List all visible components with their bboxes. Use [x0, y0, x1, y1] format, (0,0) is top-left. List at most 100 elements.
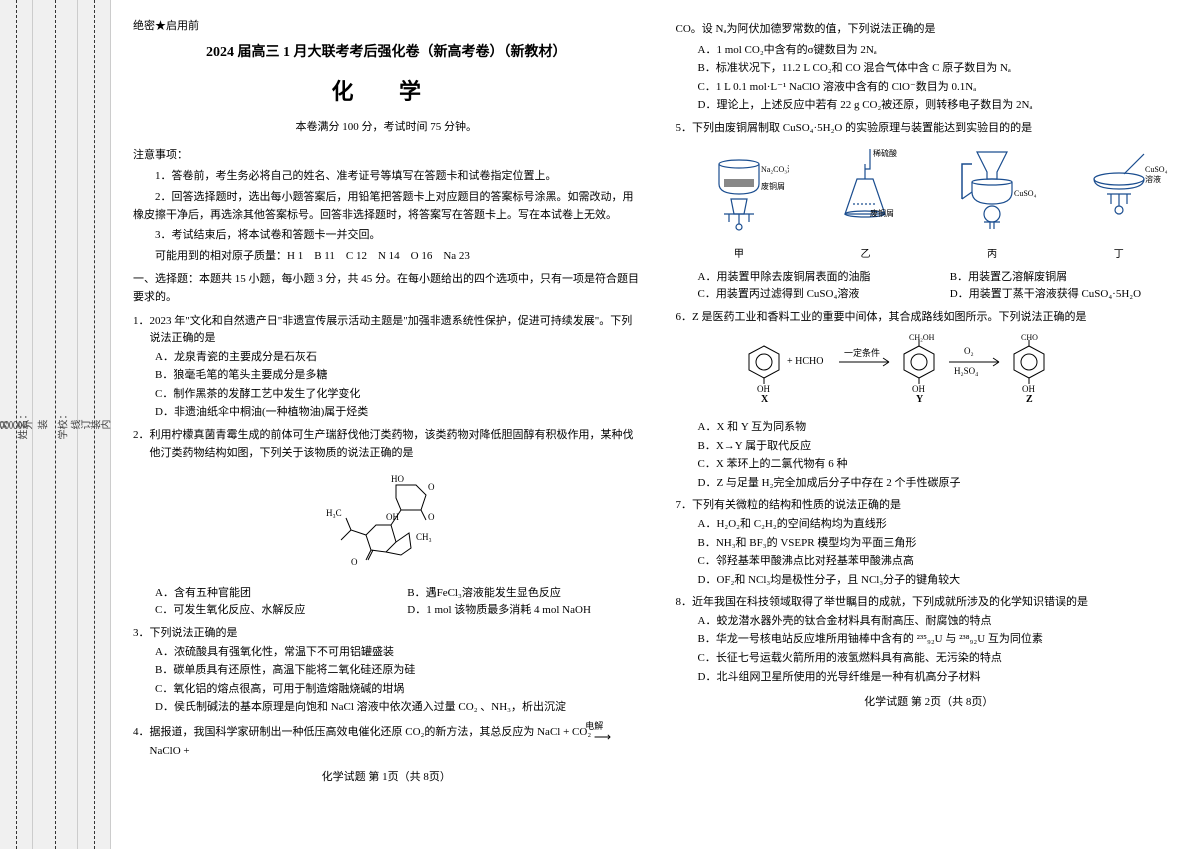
- q2-opt-a: A．含有五种官能团: [155, 585, 387, 603]
- question-6: 6．Z 是医药工业和香料工业的重要中间体，其合成路线如图所示。下列说法正确的是 …: [676, 309, 1183, 493]
- svg-text:+ HCHO: + HCHO: [787, 356, 823, 367]
- question-3: 3．下列说法正确的是 A．浓硫酸具有强氧化性，常温下不可用铝罐盛装 B．碳单质具…: [133, 625, 640, 717]
- question-4-part: 4．据报道，我国科学家研制出一种低压高效电催化还原 CO₂的新方法，其总反应为 …: [133, 722, 640, 761]
- q5-apparatus-row: Na₂CO₃溶液 废铜屑 甲 稀硫酸: [676, 144, 1183, 263]
- svg-text:OH: OH: [757, 384, 770, 394]
- q7-opt-c: C．邻羟基苯甲酸沸点比对羟基苯甲酸沸点高: [676, 553, 1183, 571]
- q4-opt-d: D．理论上，上述反应中若有 22 g CO₂被还原，则转移电子数目为 2Nₐ: [676, 97, 1183, 115]
- q2-opt-c: C．可发生氧化反应、水解反应: [155, 602, 387, 620]
- q6-opt-c: C．X 苯环上的二氯代物有 6 种: [676, 456, 1183, 474]
- svg-text:H₂SO₄: H₂SO₄: [954, 366, 978, 376]
- secret-label: 绝密★启用前: [133, 18, 640, 36]
- apparatus-yi: 稀硫酸 废铜屑 乙: [802, 144, 929, 263]
- q3-opt-a: A．浓硫酸具有强氧化性，常温下不可用铝罐盛装: [133, 644, 640, 662]
- q6-opt-a: A．X 和 Y 互为同系物: [676, 419, 1183, 437]
- q2-structure-diagram: HO O O H₃C O CH₃ OH: [133, 470, 640, 577]
- binding-col-inner: 内 装 订 线: [78, 0, 111, 849]
- q8-stem: 8．近年我国在科技领域取得了举世瞩目的成就，下列成就所涉及的化学知识错误的是: [676, 594, 1183, 612]
- svg-text:CuSO₄: CuSO₄: [1014, 189, 1037, 198]
- svg-text:HO: HO: [391, 474, 404, 484]
- atomic-mass: 可能用到的相对原子质量：H 1 B 11 C 12 N 14 O 16 Na 2…: [133, 248, 640, 266]
- q8-opt-d: D．北斗组网卫星所使用的光导纤维是一种有机高分子材料: [676, 669, 1183, 687]
- q6-opt-d: D．Z 与足量 H₂完全加成后分子中存在 2 个手性碳原子: [676, 475, 1183, 493]
- svg-text:OH: OH: [1022, 384, 1035, 394]
- question-1: 1．2023 年"文化和自然遗产日"非遗宣传展示活动主题是"加强非遗系统性保护，…: [133, 313, 640, 423]
- footer-right: 化学试题 第 2页（共 8页）: [676, 694, 1183, 712]
- svg-text:Z: Z: [1026, 394, 1033, 404]
- q3-opt-c: C．氧化铝的熔点很高，可用于制造熔融烧碱的坩埚: [133, 681, 640, 699]
- q7-stem: 7．下列有关微粒的结构和性质的说法正确的是: [676, 497, 1183, 515]
- question-5: 5．下列由废铜屑制取 CuSO₄·5H₂O 的实验原理与装置能达到实验目的的是 …: [676, 120, 1183, 304]
- svg-text:H₃C: H₃C: [326, 508, 342, 518]
- q2-opt-b: B．遇FeCl₃溶液能发生显色反应: [407, 585, 639, 603]
- q5-opt-a: A．用装置甲除去废铜屑表面的油脂: [698, 269, 930, 287]
- page-content: 绝密★启用前 2024 届高三 1 月大联考考后强化卷（新高考卷）（新教材） 化…: [125, 10, 1190, 839]
- q7-opt-b: B．NH₃和 BF₃的 VSEPR 模型均为平面三角形: [676, 535, 1183, 553]
- footer-left: 化学试题 第 1页（共 8页）: [133, 769, 640, 787]
- instruction-1: 1．答卷前，考生务必将自己的姓名、准考证号等填写在答题卡和试卷指定位置上。: [133, 168, 640, 186]
- section-1-title: 一、选择题：本题共 15 小题，每小题 3 分，共 45 分。在每小题给出的四个…: [133, 271, 640, 306]
- apparatus-bing: CuSO₄ 丙: [929, 144, 1056, 263]
- q1-opt-d: D．非遗油纸伞中桐油(一种植物油)属于烃类: [133, 404, 640, 422]
- binding-mark-zhuang: 装: [35, 420, 50, 430]
- svg-text:O₂: O₂: [964, 346, 974, 356]
- svg-text:Y: Y: [916, 394, 924, 404]
- q2-opt-d: D．1 mol 该物质最多消耗 4 mol NaOH: [407, 602, 639, 620]
- apparatus-ding: CuSO₄ 溶液 丁: [1055, 144, 1182, 263]
- q5-stem: 5．下列由废铜屑制取 CuSO₄·5H₂O 的实验原理与装置能达到实验目的的是: [676, 120, 1183, 138]
- svg-text:OH: OH: [386, 512, 399, 522]
- q5-opt-c: C．用装置丙过滤得到 CuSO₄溶液: [698, 286, 930, 304]
- q3-opt-b: B．碳单质具有还原性，高温下能将二氧化硅还原为硅: [133, 662, 640, 680]
- svg-text:X: X: [761, 394, 769, 404]
- exam-title: 2024 届高三 1 月大联考考后强化卷（新高考卷）（新教材）: [133, 42, 640, 64]
- apparatus-yi-label: 乙: [802, 247, 929, 263]
- svg-text:CuSO₄: CuSO₄: [1145, 165, 1168, 174]
- svg-text:Na₂CO₃溶液: Na₂CO₃溶液: [761, 164, 789, 174]
- q8-opt-a: A．蛟龙潜水器外壳的钛合金材料具有耐高压、耐腐蚀的特点: [676, 613, 1183, 631]
- q4-cont: CO。设 Nₐ为阿伏加德罗常数的值，下列说法正确的是: [676, 21, 1183, 39]
- q1-opt-c: C．制作黑茶的发酵工艺中发生了化学变化: [133, 386, 640, 404]
- q6-stem: 6．Z 是医药工业和香料工业的重要中间体，其合成路线如图所示。下列说法正确的是: [676, 309, 1183, 327]
- svg-text:废铜屑: 废铜屑: [870, 208, 894, 218]
- binding-mark-ding: 订: [0, 420, 10, 430]
- q1-stem: 1．2023 年"文化和自然遗产日"非遗宣传展示活动主题是"加强非遗系统性保护，…: [133, 313, 640, 348]
- q5-opt-d: D．用装置丁蒸干溶液获得 CuSO₄·5H₂O: [950, 286, 1182, 304]
- apparatus-jia-label: 甲: [676, 247, 803, 263]
- column-left: 绝密★启用前 2024 届高三 1 月大联考考后强化卷（新高考卷）（新教材） 化…: [125, 10, 648, 839]
- svg-text:O: O: [428, 512, 435, 522]
- q2-stem: 2．利用柠檬真菌青霉生成的前体可生产瑞舒伐他汀类药物，该类药物对降低胆固醇有积极…: [133, 427, 640, 462]
- svg-text:一定条件: 一定条件: [844, 347, 880, 358]
- question-8: 8．近年我国在科技领域取得了举世瞩目的成就，下列成就所涉及的化学知识错误的是 A…: [676, 594, 1183, 686]
- binding-field-name: 姓名：: [15, 410, 30, 440]
- instruction-3: 3．考试结束后，将本试卷和答题卡一并交回。: [133, 227, 640, 245]
- q5-opt-b: B．用装置乙溶解废铜屑: [950, 269, 1182, 287]
- svg-text:稀硫酸: 稀硫酸: [873, 148, 897, 158]
- instructions-heading: 注意事项：: [133, 147, 640, 165]
- q7-opt-a: A．H₂O₂和 C₂H₂的空间结构均为直线形: [676, 516, 1183, 534]
- subject-title: 化 学: [133, 74, 640, 109]
- q8-opt-b: B．华龙一号核电站反应堆所用铀棒中含有的 ²³⁵₉₂U 与 ²³⁸₉₂U 互为同…: [676, 631, 1183, 649]
- exam-info: 本卷满分 100 分，考试时间 75 分钟。: [133, 119, 640, 137]
- q4-opt-c: C．1 L 0.1 mol·L⁻¹ NaClO 溶液中含有的 ClO⁻数目为 0…: [676, 79, 1183, 97]
- q3-opt-d: D．侯氏制碱法的基本原理是向饱和 NaCl 溶液中依次通入过量 CO₂ 、NH₃…: [133, 699, 640, 717]
- apparatus-bing-label: 丙: [929, 247, 1056, 263]
- svg-text:O: O: [428, 482, 435, 492]
- q1-opt-a: A．龙泉青瓷的主要成分是石灰石: [133, 349, 640, 367]
- apparatus-jia: Na₂CO₃溶液 废铜屑 甲: [676, 144, 803, 263]
- q6-scheme-diagram: OH X + HCHO 一定条件 OH CH₂OH Y: [676, 334, 1183, 411]
- svg-text:O: O: [351, 557, 358, 567]
- svg-text:CHO: CHO: [1021, 334, 1038, 342]
- svg-text:CH₃: CH₃: [416, 532, 432, 542]
- q6-opt-b: B．X→Y 属于取代反应: [676, 438, 1183, 456]
- q8-opt-c: C．长征七号运载火箭所用的液氢燃料具有高能、无污染的特点: [676, 650, 1183, 668]
- question-2: 2．利用柠檬真菌青霉生成的前体可生产瑞舒伐他汀类药物，该类药物对降低胆固醇有积极…: [133, 427, 640, 620]
- svg-text:废铜屑: 废铜屑: [761, 181, 785, 191]
- q7-opt-d: D．OF₂和 NCl₃均是极性分子，且 NCl₃分子的键角较大: [676, 572, 1183, 590]
- svg-text:溶液: 溶液: [1145, 174, 1161, 184]
- q1-opt-b: B．狼毫毛笔的笔头主要成分是多糖: [133, 367, 640, 385]
- binding-margin: 外 学校： 装 姓名： 订 班级： 线 考号： 内 装 订 线: [0, 0, 115, 849]
- instruction-2: 2．回答选择题时，选出每小题答案后，用铅笔把答题卡上对应题目的答案标号涂黑。如需…: [133, 189, 640, 224]
- q3-stem: 3．下列说法正确的是: [133, 625, 640, 643]
- q4-opt-b: B．标准状况下，11.2 L CO₂和 CO 混合气体中含 C 原子数目为 Nₐ: [676, 60, 1183, 78]
- svg-text:OH: OH: [912, 384, 925, 394]
